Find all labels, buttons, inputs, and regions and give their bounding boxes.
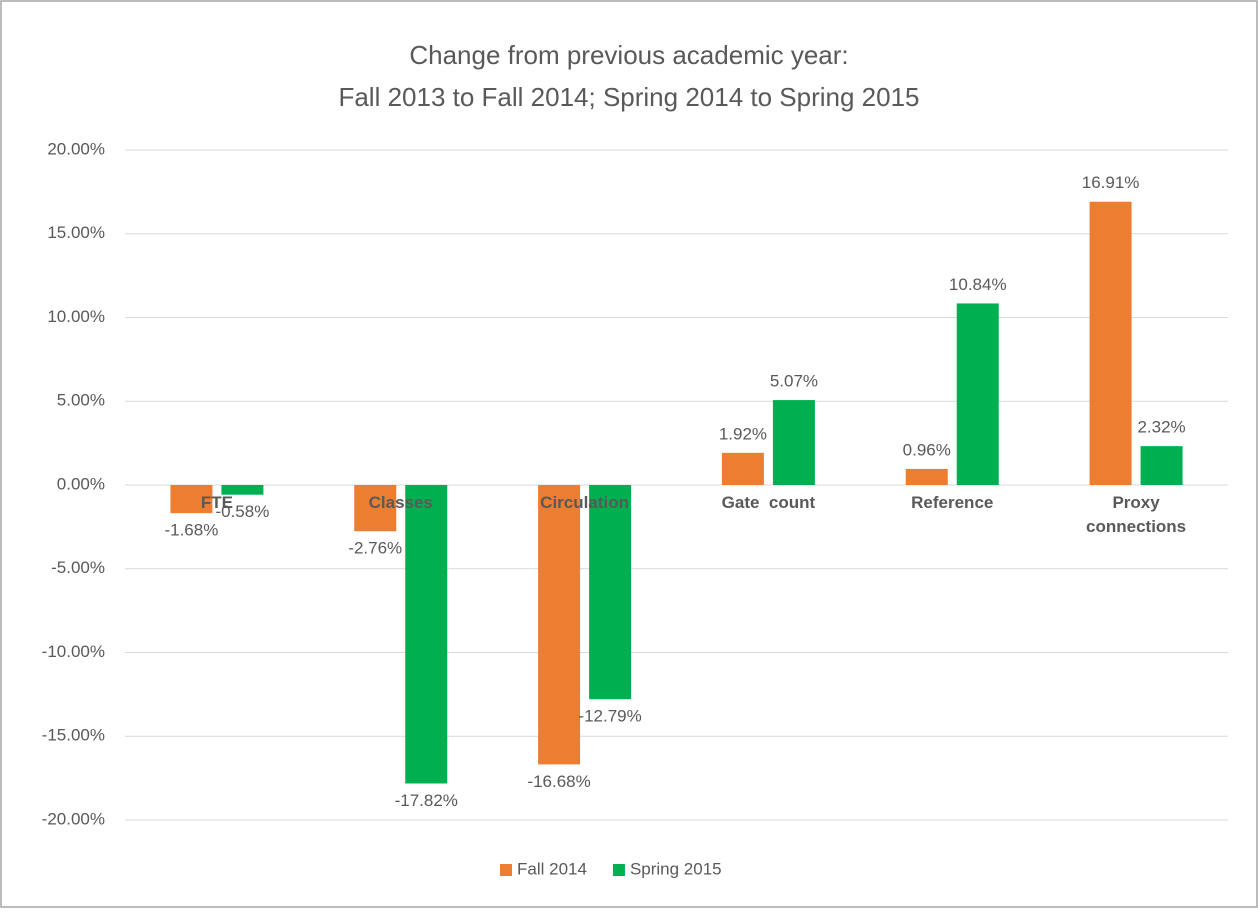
y-tick-label: -5.00% (51, 558, 105, 577)
data-label: 1.92% (719, 424, 767, 443)
y-tick-label: -10.00% (42, 642, 105, 661)
data-label: -0.58% (215, 502, 269, 521)
bar (1140, 446, 1183, 485)
x-tick-label-box: Gate count (721, 493, 816, 512)
bar (905, 468, 948, 485)
y-tick-label: 20.00% (47, 139, 105, 158)
x-tick-label: Gate count (721, 493, 816, 512)
data-label: -17.82% (395, 791, 458, 810)
data-label: 0.96% (903, 440, 951, 459)
data-label: -1.68% (164, 521, 218, 540)
bar (721, 452, 764, 485)
y-tick-label: -20.00% (42, 809, 105, 828)
bar (538, 485, 581, 765)
data-label: 16.91% (1082, 173, 1140, 192)
y-tick-label: 0.00% (57, 474, 105, 493)
data-label: 10.84% (949, 275, 1007, 294)
x-tick-label: Circulation (540, 493, 629, 512)
x-tick-label: Reference (911, 493, 994, 512)
bar (589, 485, 632, 700)
x-tick-label: Proxy connections (1086, 493, 1187, 536)
chart-title: Fall 2013 to Fall 2014; Spring 2014 to S… (338, 82, 919, 112)
bar (170, 485, 213, 514)
legend-swatch (500, 864, 512, 876)
legend-swatch (612, 864, 625, 876)
data-label: -12.79% (578, 707, 641, 726)
data-label: 2.32% (1137, 418, 1185, 437)
x-tick-label-box: FTE (200, 493, 233, 512)
y-tick-label: 5.00% (57, 391, 105, 410)
data-label: 5.07% (770, 372, 818, 391)
bar (772, 400, 815, 485)
x-tick-label-box: Reference (911, 493, 994, 512)
bar (1089, 201, 1132, 485)
x-tick-label-box: Classes (368, 493, 433, 512)
y-tick-label: 15.00% (47, 223, 105, 242)
x-tick-label-box: Circulation (540, 493, 629, 512)
y-tick-label: 10.00% (47, 307, 105, 326)
x-tick-label-box: Proxy connections (1086, 493, 1187, 536)
legend-label: Spring 2015 (630, 859, 722, 878)
x-tick-label: Classes (368, 493, 433, 512)
data-label: -2.76% (348, 539, 402, 558)
legend-label: Fall 2014 (517, 859, 587, 878)
bar (354, 485, 397, 532)
bar (405, 485, 448, 784)
bar (221, 485, 264, 495)
y-tick-label: -15.00% (42, 726, 105, 745)
chart-title: Change from previous academic year: (409, 40, 848, 70)
bar (956, 303, 999, 485)
x-tick-label: FTE (200, 493, 233, 512)
data-label: -16.68% (527, 772, 590, 791)
